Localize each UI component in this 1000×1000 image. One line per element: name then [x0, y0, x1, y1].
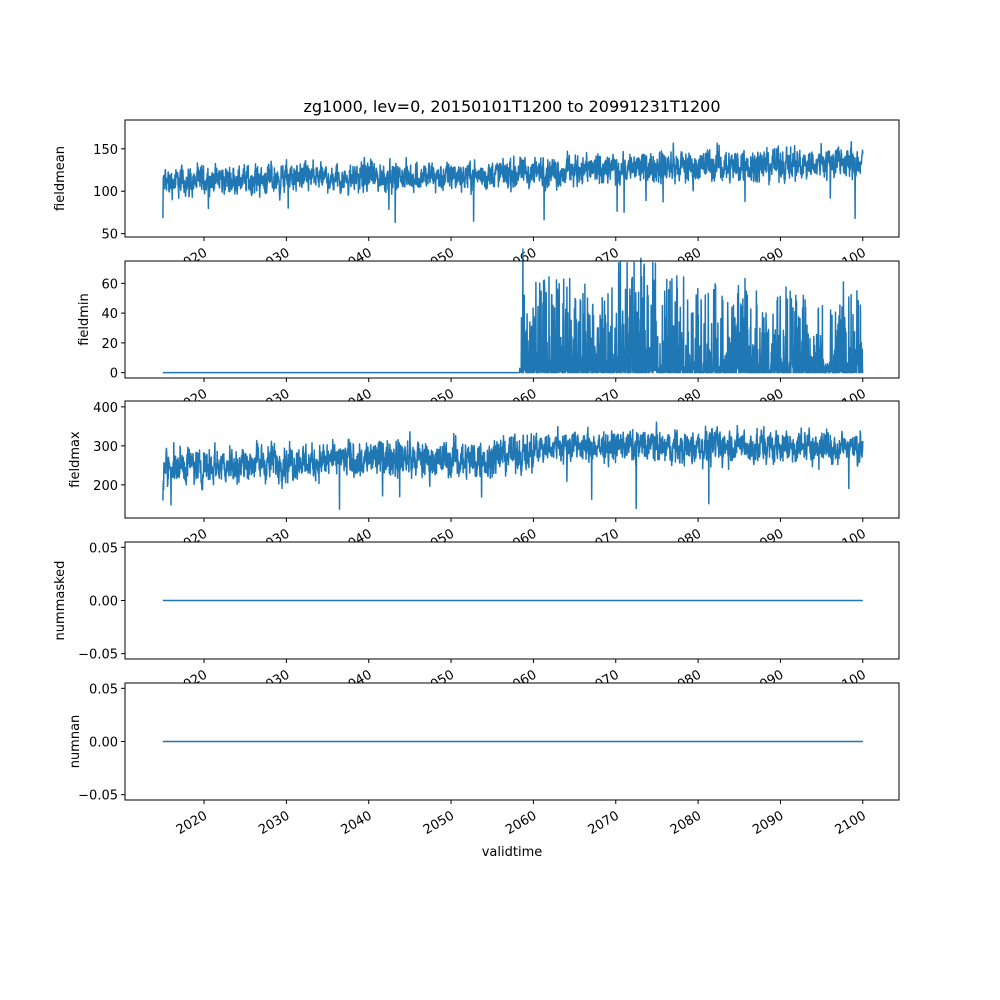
y-tick-label: −0.05 [78, 648, 118, 663]
series-line-fieldmax [162, 421, 864, 510]
series-line-fieldmean [162, 140, 864, 224]
y-tick-label: 60 [101, 277, 118, 292]
y-axis-label: numnan [68, 715, 83, 769]
axes-frame [124, 400, 900, 519]
series-line-fieldmin [162, 248, 864, 374]
axes-frame [124, 260, 900, 379]
y-tick-label: 0.00 [89, 736, 118, 751]
y-tick-label: 150 [93, 143, 118, 158]
panel-fieldmean: 50 100 150 fieldmean [53, 119, 900, 243]
y-axis-label: fieldmax [68, 431, 83, 488]
y-tick-label: 0.05 [89, 541, 118, 556]
axes-frame [124, 119, 900, 238]
y-tick-label: 400 [93, 401, 118, 416]
y-axis-label: fieldmean [53, 146, 68, 211]
y-tick-label: 0.05 [89, 682, 118, 697]
y-tick-label: 20 [101, 337, 118, 352]
panel-nummasked: 0.05 0.00 −0.05 nummasked [53, 541, 900, 663]
x-axis-label: validtime [482, 845, 543, 860]
y-tick-label: 0.00 [89, 595, 118, 610]
y-tick-label: 40 [101, 307, 118, 322]
axes-background [125, 261, 899, 378]
panel-fieldmax: 200 300 400 fieldmax [68, 400, 900, 519]
panel-fieldmin: 0 20 40 60 fieldmin [77, 248, 900, 382]
y-tick-label: 100 [93, 185, 118, 200]
y-tick-label: 0 [110, 367, 118, 382]
panel-numnan: 0.05 0.00 −0.05 numnan [68, 682, 900, 804]
chart-title: zg1000, lev=0, 20150101T1200 to 20991231… [303, 97, 720, 116]
y-axis-label: fieldmin [77, 293, 92, 346]
y-tick-label: 50 [101, 228, 118, 243]
y-tick-label: −0.05 [78, 789, 118, 804]
y-axis-label: nummasked [53, 561, 68, 641]
y-tick-label: 300 [93, 440, 118, 455]
y-tick-label: 200 [93, 479, 118, 494]
